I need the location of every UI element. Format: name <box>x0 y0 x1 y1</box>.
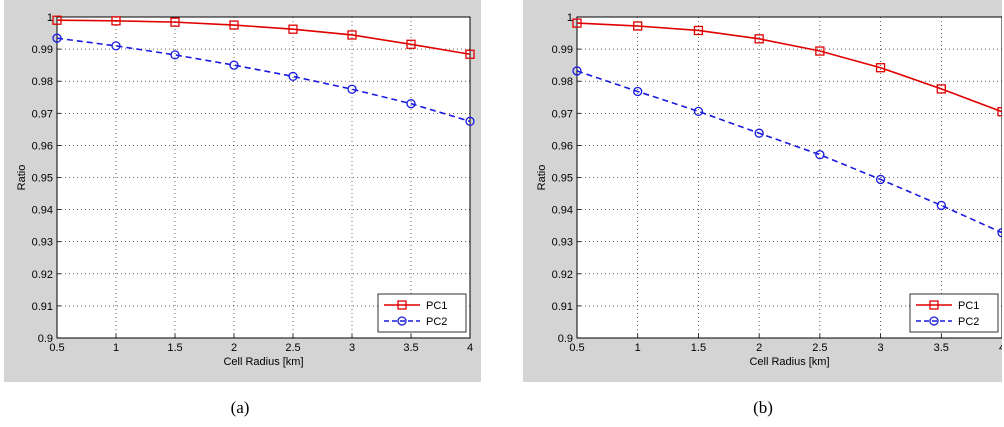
data-point-pc1 <box>754 34 764 44</box>
data-point-pc2 <box>52 33 62 43</box>
y-tick-label: 0.96 <box>32 140 53 152</box>
legend-label-pc2: PC2 <box>958 316 979 328</box>
x-tick-label: 1.5 <box>691 342 706 354</box>
data-point-pc1 <box>465 49 475 59</box>
legend-box <box>377 293 467 333</box>
legend-marker-pc2 <box>929 316 939 326</box>
y-tick-label: 1 <box>47 12 53 24</box>
x-axis-label: Cell Radius [km] <box>749 356 829 368</box>
y-tick-label: 0.92 <box>32 269 53 281</box>
y-tick-label: 0.97 <box>552 108 573 120</box>
y-tick-label: 0.9 <box>38 333 53 345</box>
legend-label-pc1: PC1 <box>426 300 447 312</box>
y-tick-label: 0.96 <box>552 140 573 152</box>
x-tick-label: 3 <box>349 342 355 354</box>
y-tick-label: 0.9 <box>558 333 573 345</box>
chart-b: 0.5 1 1.5 2 2.5 3 3.5 4 0.9 0.91 0.92 0.93 0.94 0.95 0… <box>536 12 1004 368</box>
y-tick-label: 0.99 <box>552 44 573 56</box>
x-tick-label: 4 <box>999 342 1002 354</box>
y-tick-label: 0.94 <box>32 205 53 217</box>
y-tick-label: 0.91 <box>552 301 573 313</box>
chart-panel-a: 0.5 1 1.5 2 2.5 3 3.5 4 0.9 0.91 0.92 0.93 0.94 0.95 0… <box>4 0 481 382</box>
x-tick-label: 3.5 <box>403 342 418 354</box>
data-point-pc1 <box>170 17 180 27</box>
y-tick-label: 0.98 <box>552 76 573 88</box>
y-tick-label: 0.92 <box>552 269 573 281</box>
chart-panel-b: 0.5 1 1.5 2 2.5 3 3.5 4 0.9 0.91 0.92 0.93 0.94 0.95 0… <box>523 0 1004 382</box>
data-point-pc2 <box>936 200 946 211</box>
y-tick-label: 0.93 <box>32 237 53 249</box>
data-point-pc1 <box>406 39 416 49</box>
data-point-pc1 <box>229 20 239 30</box>
data-point-pc2 <box>572 66 582 76</box>
y-tick-label: 0.93 <box>552 237 573 249</box>
x-tick-label: 0.5 <box>49 342 64 354</box>
series-line-pc2 <box>576 70 1003 234</box>
x-tick-label: 1 <box>635 342 641 354</box>
x-tick-label: 2.5 <box>285 342 300 354</box>
x-tick-label: 1.5 <box>167 342 182 354</box>
x-tick-label: 2.5 <box>812 342 827 354</box>
legend-marker-pc1 <box>929 300 939 310</box>
data-point-pc1 <box>633 21 643 31</box>
legend-label-pc1: PC1 <box>958 300 979 312</box>
data-point-pc1 <box>815 46 825 56</box>
caption-a: (a) <box>230 398 250 417</box>
data-point-pc2 <box>229 60 239 70</box>
x-tick-label: 4 <box>467 342 473 354</box>
x-tick-label: 2 <box>756 342 762 354</box>
x-tick-label: 3.5 <box>934 342 949 354</box>
legend-marker-pc2 <box>397 316 407 326</box>
plot-frame <box>56 16 471 339</box>
data-point-pc2 <box>754 128 764 138</box>
y-tick-label: 0.98 <box>32 76 53 88</box>
x-tick-label: 0.5 <box>569 342 584 354</box>
y-axis-label: Ratio <box>16 165 28 191</box>
data-point-pc1 <box>52 15 62 25</box>
legend-box <box>909 293 999 333</box>
legend-label-pc2: PC2 <box>426 316 447 328</box>
data-point-pc1 <box>572 18 582 28</box>
y-tick-label: 0.95 <box>32 173 53 185</box>
data-point-pc1 <box>288 24 298 34</box>
data-point-pc2 <box>170 50 180 60</box>
data-point-pc2 <box>633 86 643 97</box>
x-tick-label: 2 <box>231 342 237 354</box>
y-tick-label: 0.99 <box>32 44 53 56</box>
data-point-pc2 <box>288 71 298 82</box>
x-tick-label: 1 <box>113 342 119 354</box>
data-point-pc2 <box>406 99 416 109</box>
series-line-pc1 <box>56 19 471 56</box>
y-tick-label: 0.97 <box>32 108 53 120</box>
chart-a: 0.5 1 1.5 2 2.5 3 3.5 4 0.9 0.91 0.92 0.93 0.94 0.95 0… <box>16 12 475 368</box>
caption-b: (b) <box>753 398 773 417</box>
data-point-pc2 <box>693 106 704 117</box>
data-point-pc2 <box>875 174 886 185</box>
y-tick-label: 1 <box>567 12 573 24</box>
y-tick-label: 0.95 <box>552 173 573 185</box>
data-point-pc2 <box>347 84 357 94</box>
y-tick-label: 0.91 <box>32 301 53 313</box>
data-point-pc1 <box>347 30 357 40</box>
data-point-pc1 <box>936 84 946 94</box>
data-point-pc1 <box>875 63 886 73</box>
data-point-pc2 <box>815 150 825 160</box>
legend-marker-pc1 <box>397 300 407 310</box>
data-point-pc1 <box>111 16 121 26</box>
y-axis-label: Ratio <box>536 165 548 191</box>
y-tick-label: 0.94 <box>552 205 573 217</box>
data-point-pc1 <box>693 25 704 36</box>
plot-area <box>57 17 470 338</box>
series-line-pc1 <box>576 22 1003 113</box>
series-line-pc2 <box>56 37 471 123</box>
data-point-pc2 <box>111 41 121 51</box>
x-axis-label: Cell Radius [km] <box>223 356 303 368</box>
data-point-pc2 <box>465 116 475 126</box>
x-tick-label: 3 <box>878 342 884 354</box>
